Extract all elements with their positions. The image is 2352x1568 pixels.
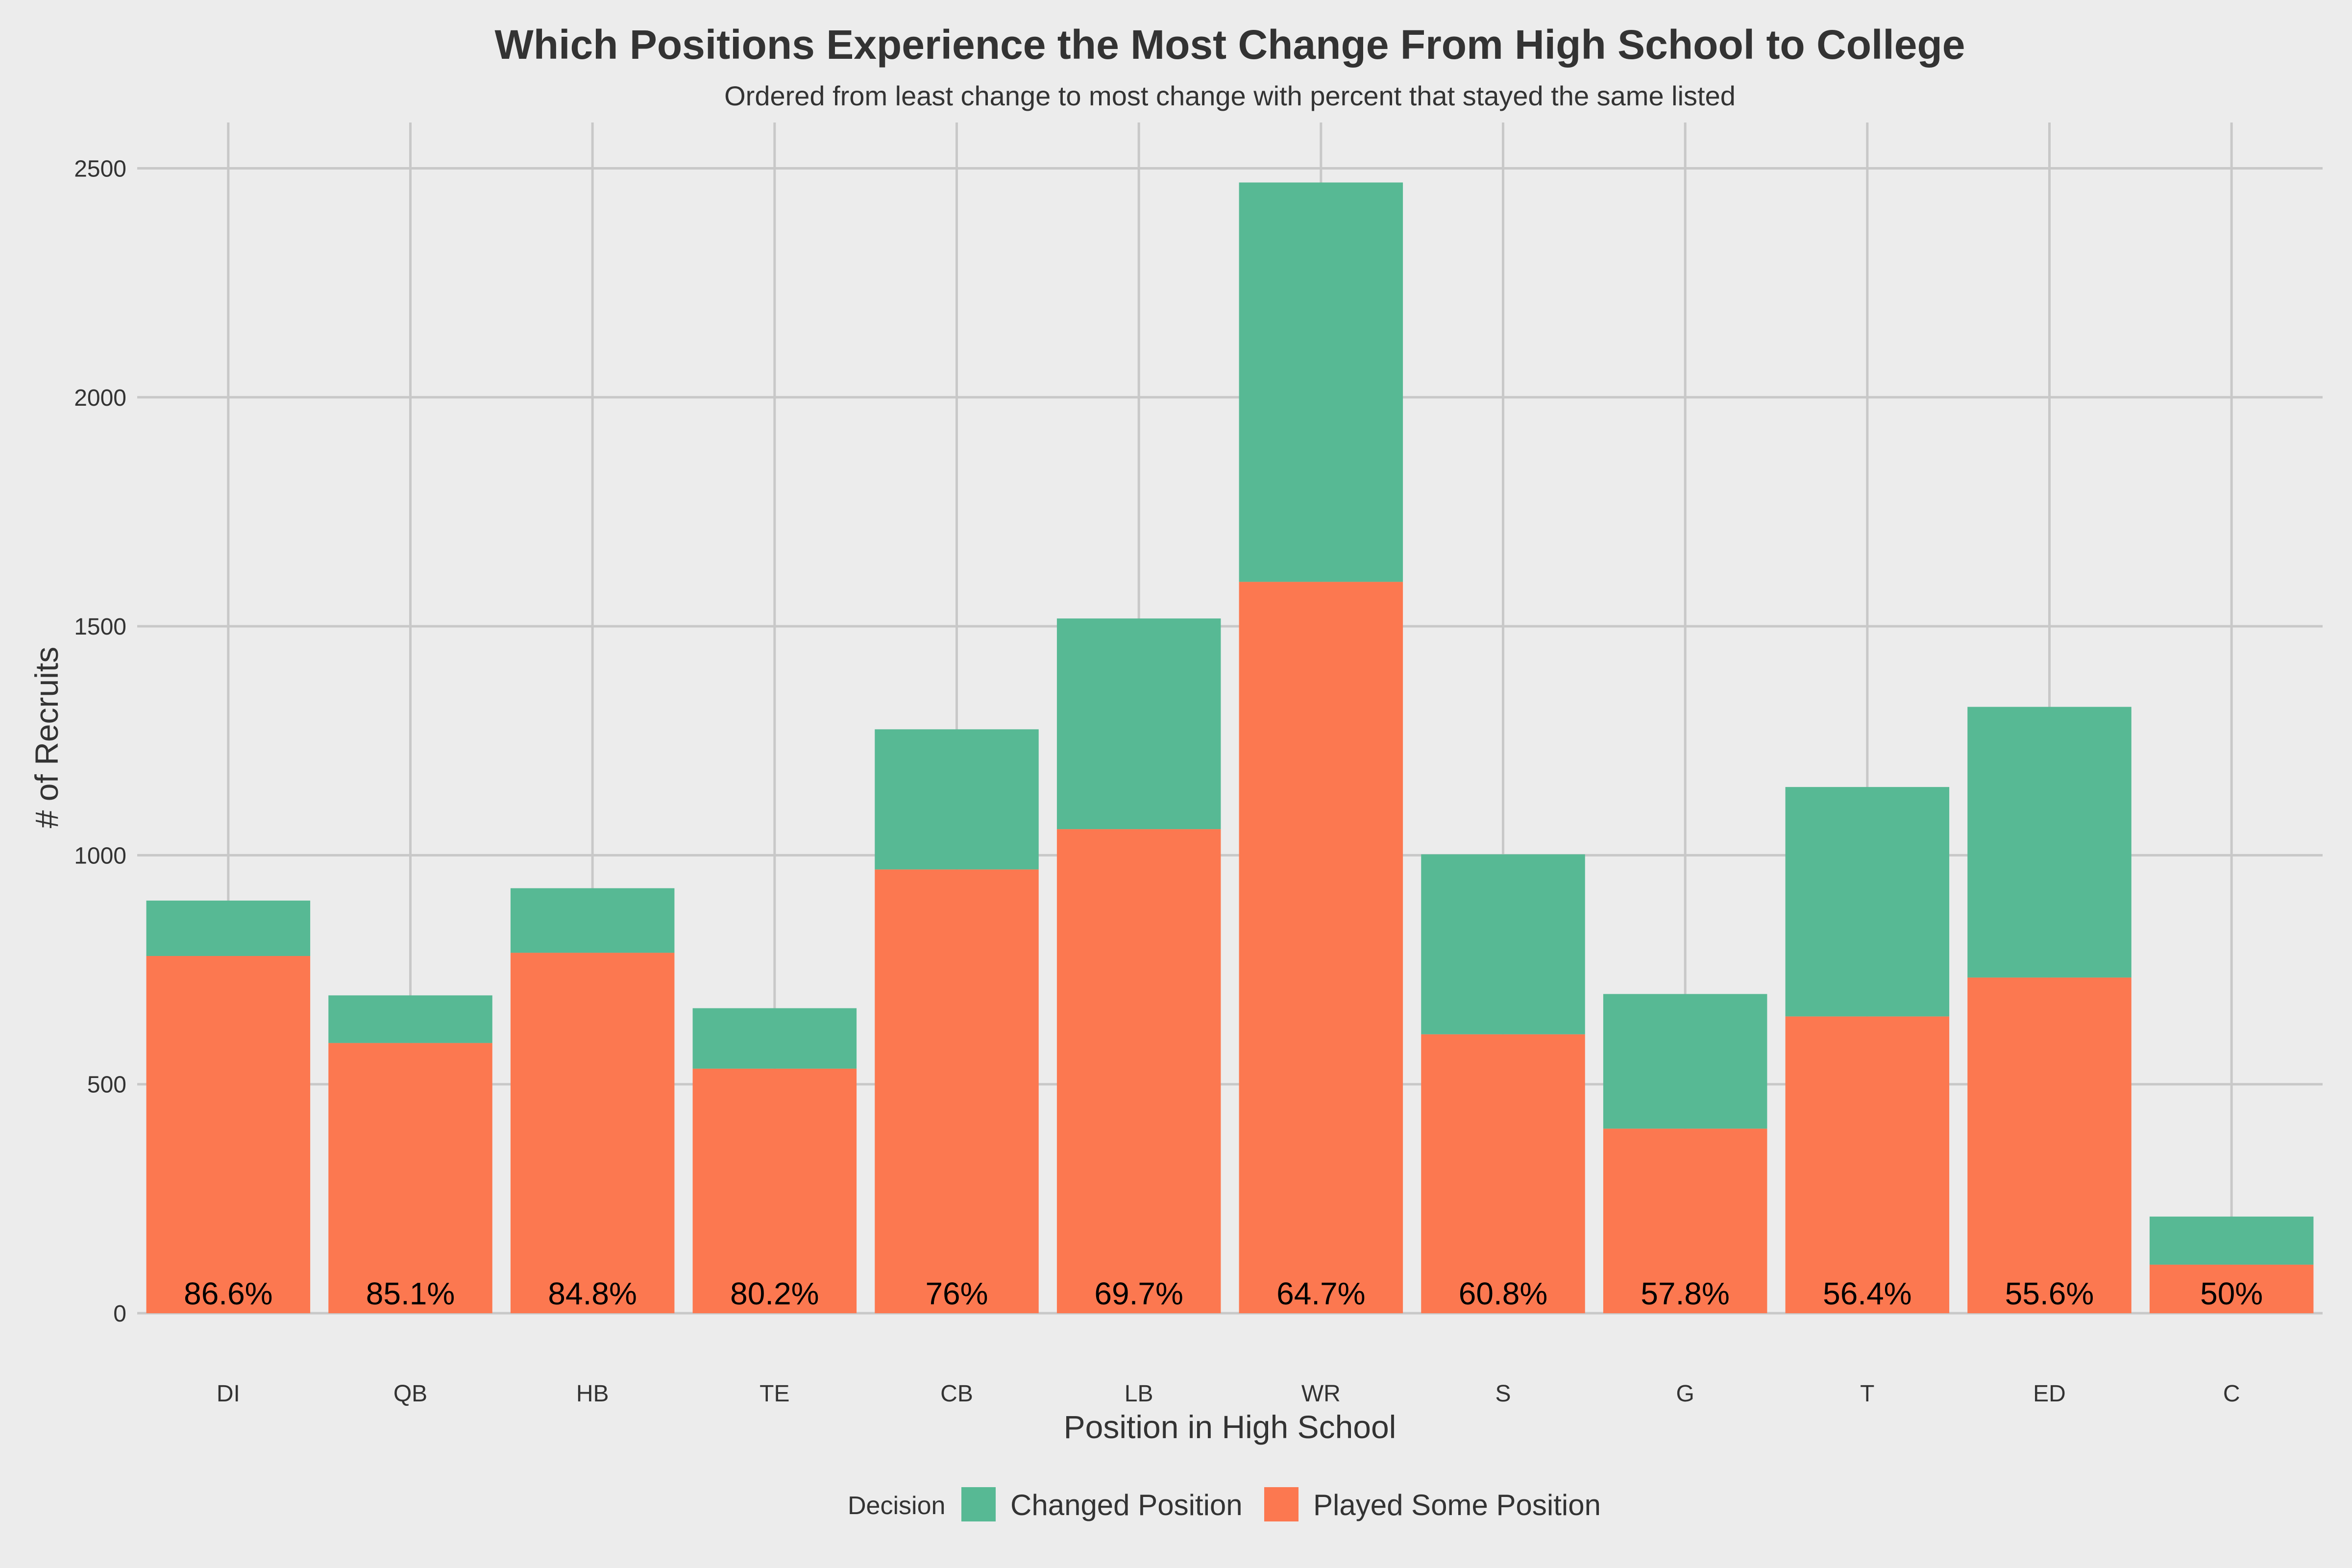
bars: [146, 182, 2314, 1313]
bar-WR-played-some-position: [1239, 582, 1403, 1313]
y-tick-label: 2000: [74, 385, 126, 411]
grid-lines: [137, 122, 2323, 1315]
x-tick-label: ED: [2033, 1381, 2066, 1407]
legend-label: Changed Position: [1010, 1489, 1243, 1521]
x-axis-title: Position in High School: [1064, 1409, 1396, 1445]
bar-S-played-some-position: [1421, 1034, 1585, 1313]
data-label: 86.6%: [184, 1276, 272, 1311]
x-axis-ticks: DI QB HB TE CB LB WR S G T ED C: [217, 1381, 2240, 1407]
data-label: 69.7%: [1094, 1276, 1183, 1311]
bar-LB-changed-position: [1056, 618, 1221, 830]
data-label: 84.8%: [548, 1276, 637, 1311]
bar-HB-changed-position: [510, 888, 675, 953]
data-label: 60.8%: [1459, 1276, 1547, 1311]
data-label: 57.8%: [1641, 1276, 1729, 1311]
bar-ED-played-some-position: [1967, 977, 2132, 1313]
legend-swatch: [961, 1487, 996, 1521]
legend-title: Decision: [848, 1492, 945, 1520]
y-tick-label: 0: [113, 1301, 126, 1327]
legend-entries: Changed Position Played Some Position: [961, 1487, 1601, 1521]
bar-G-changed-position: [1603, 994, 1767, 1129]
bar-QB-played-some-position: [328, 1043, 492, 1313]
bar-LB-played-some-position: [1056, 829, 1221, 1313]
x-tick-label: C: [2223, 1381, 2240, 1407]
x-tick-label: QB: [393, 1381, 427, 1407]
bar-TE-changed-position: [692, 1008, 857, 1069]
chart-subtitle: Ordered from least change to most change…: [724, 80, 1736, 111]
x-tick-label: HB: [576, 1381, 609, 1407]
y-axis-ticks: 0 500 1000 1500 2000 2500: [74, 156, 126, 1327]
bar-T-played-some-position: [1785, 1016, 1950, 1313]
chart-title: Which Positions Experience the Most Chan…: [495, 22, 1965, 68]
bar-CB-played-some-position: [875, 869, 1039, 1313]
y-axis-title: # of Recruits: [28, 647, 65, 828]
data-label: 76%: [925, 1276, 988, 1311]
bar-TE-played-some-position: [692, 1068, 857, 1313]
x-tick-label: G: [1676, 1381, 1694, 1407]
y-tick-label: 2500: [74, 156, 126, 182]
legend-swatch: [1264, 1487, 1298, 1521]
x-tick-label: LB: [1125, 1381, 1153, 1407]
data-label: 64.7%: [1276, 1276, 1365, 1311]
x-tick-label: TE: [760, 1381, 789, 1407]
data-label: 56.4%: [1823, 1276, 1911, 1311]
legend: Decision Changed Position Played Some Pos…: [848, 1487, 1601, 1521]
bar-S-changed-position: [1421, 854, 1585, 1034]
data-labels: 86.6% 85.1% 84.8% 80.2% 76% 69.7% 64.7% 60.8% 57…: [184, 1276, 2263, 1311]
x-tick-label: T: [1860, 1381, 1874, 1407]
bar-CB-changed-position: [875, 729, 1039, 870]
bar-HB-played-some-position: [510, 953, 675, 1313]
bar-QB-changed-position: [328, 995, 492, 1043]
bar-C-changed-position: [2149, 1216, 2314, 1265]
data-label: 55.6%: [2005, 1276, 2094, 1311]
x-tick-label: WR: [1301, 1381, 1341, 1407]
y-tick-label: 1000: [74, 843, 126, 869]
y-tick-label: 500: [87, 1072, 126, 1098]
bar-WR-changed-position: [1239, 182, 1403, 582]
bar-T-changed-position: [1785, 787, 1950, 1017]
bar-G-played-some-position: [1603, 1128, 1767, 1313]
y-tick-label: 1500: [74, 614, 126, 640]
x-tick-label: S: [1495, 1381, 1511, 1407]
data-label: 80.2%: [730, 1276, 819, 1311]
legend-label: Played Some Position: [1313, 1489, 1601, 1521]
bar-C-played-some-position: [2149, 1264, 2314, 1313]
data-label: 85.1%: [366, 1276, 455, 1311]
x-tick-label: CB: [940, 1381, 973, 1407]
data-label: 50%: [2200, 1276, 2263, 1311]
bar-ED-changed-position: [1967, 707, 2132, 978]
bar-DI-changed-position: [146, 900, 311, 956]
bar-DI-played-some-position: [146, 956, 311, 1313]
x-tick-label: DI: [217, 1381, 240, 1407]
